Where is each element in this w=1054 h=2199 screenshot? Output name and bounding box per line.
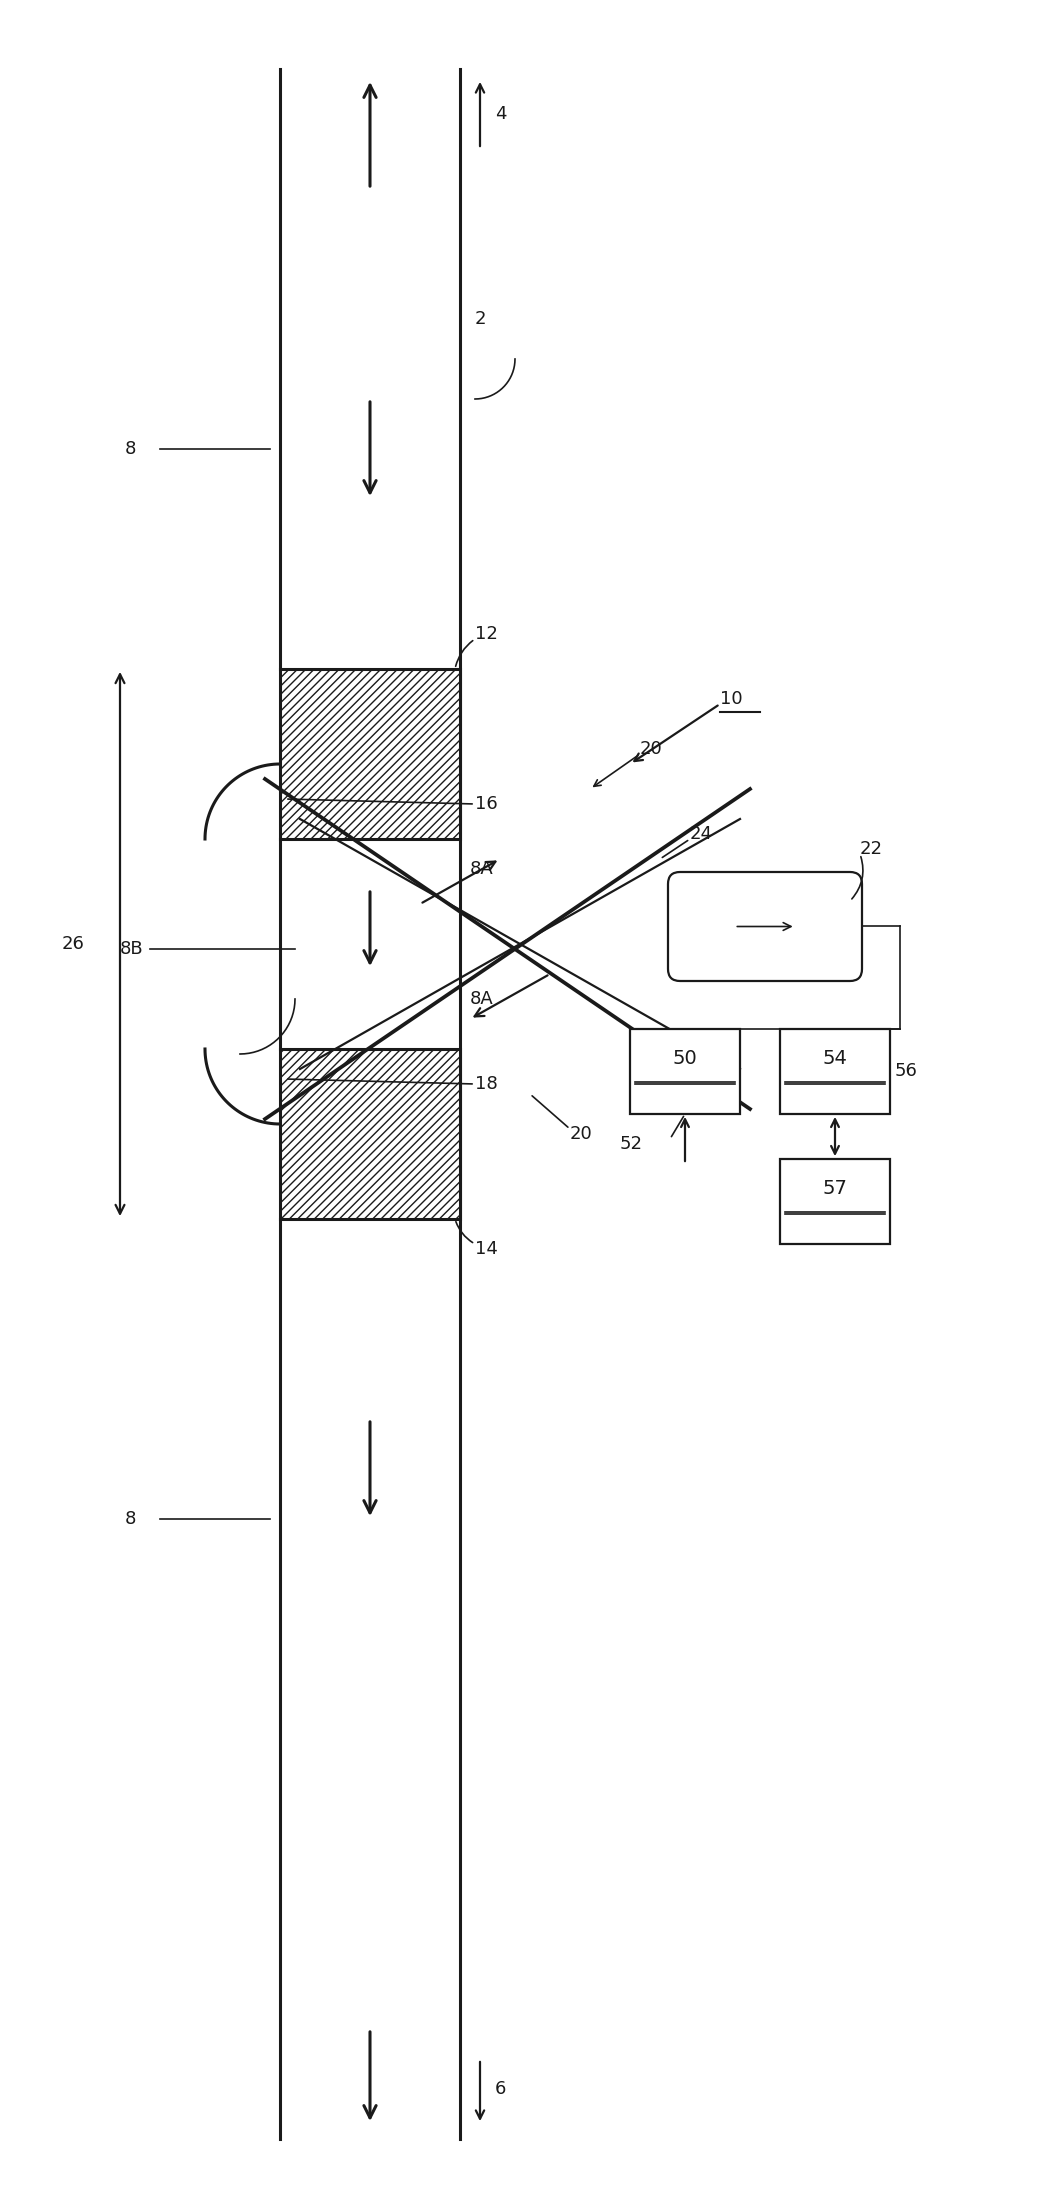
Bar: [780, 1159, 890, 1245]
Text: 54: 54: [822, 1049, 847, 1069]
Bar: [280, 1049, 460, 1218]
Text: 8B: 8B: [120, 939, 143, 959]
Text: 16: 16: [475, 796, 497, 814]
FancyBboxPatch shape: [668, 873, 862, 981]
Text: 52: 52: [620, 1135, 643, 1152]
Text: 56: 56: [895, 1062, 918, 1080]
Text: 2: 2: [475, 310, 487, 328]
Text: 22: 22: [860, 840, 883, 858]
Text: 8A: 8A: [470, 860, 493, 877]
Bar: [630, 1029, 740, 1115]
Text: 6: 6: [495, 2080, 506, 2098]
Bar: [780, 1029, 890, 1115]
Text: 18: 18: [475, 1075, 497, 1093]
Text: 57: 57: [822, 1179, 847, 1198]
Text: 20: 20: [640, 741, 663, 759]
Text: 4: 4: [495, 106, 507, 123]
Text: 8: 8: [124, 440, 136, 457]
Text: 20: 20: [570, 1126, 592, 1143]
Bar: [280, 668, 460, 840]
Text: 24: 24: [690, 825, 713, 842]
Text: 8: 8: [124, 1511, 136, 1528]
Text: 50: 50: [672, 1049, 698, 1069]
Text: 26: 26: [62, 935, 85, 952]
Text: 10: 10: [720, 690, 743, 708]
Text: 14: 14: [475, 1240, 497, 1258]
Text: 8A: 8A: [470, 990, 493, 1007]
Text: 12: 12: [475, 625, 497, 642]
